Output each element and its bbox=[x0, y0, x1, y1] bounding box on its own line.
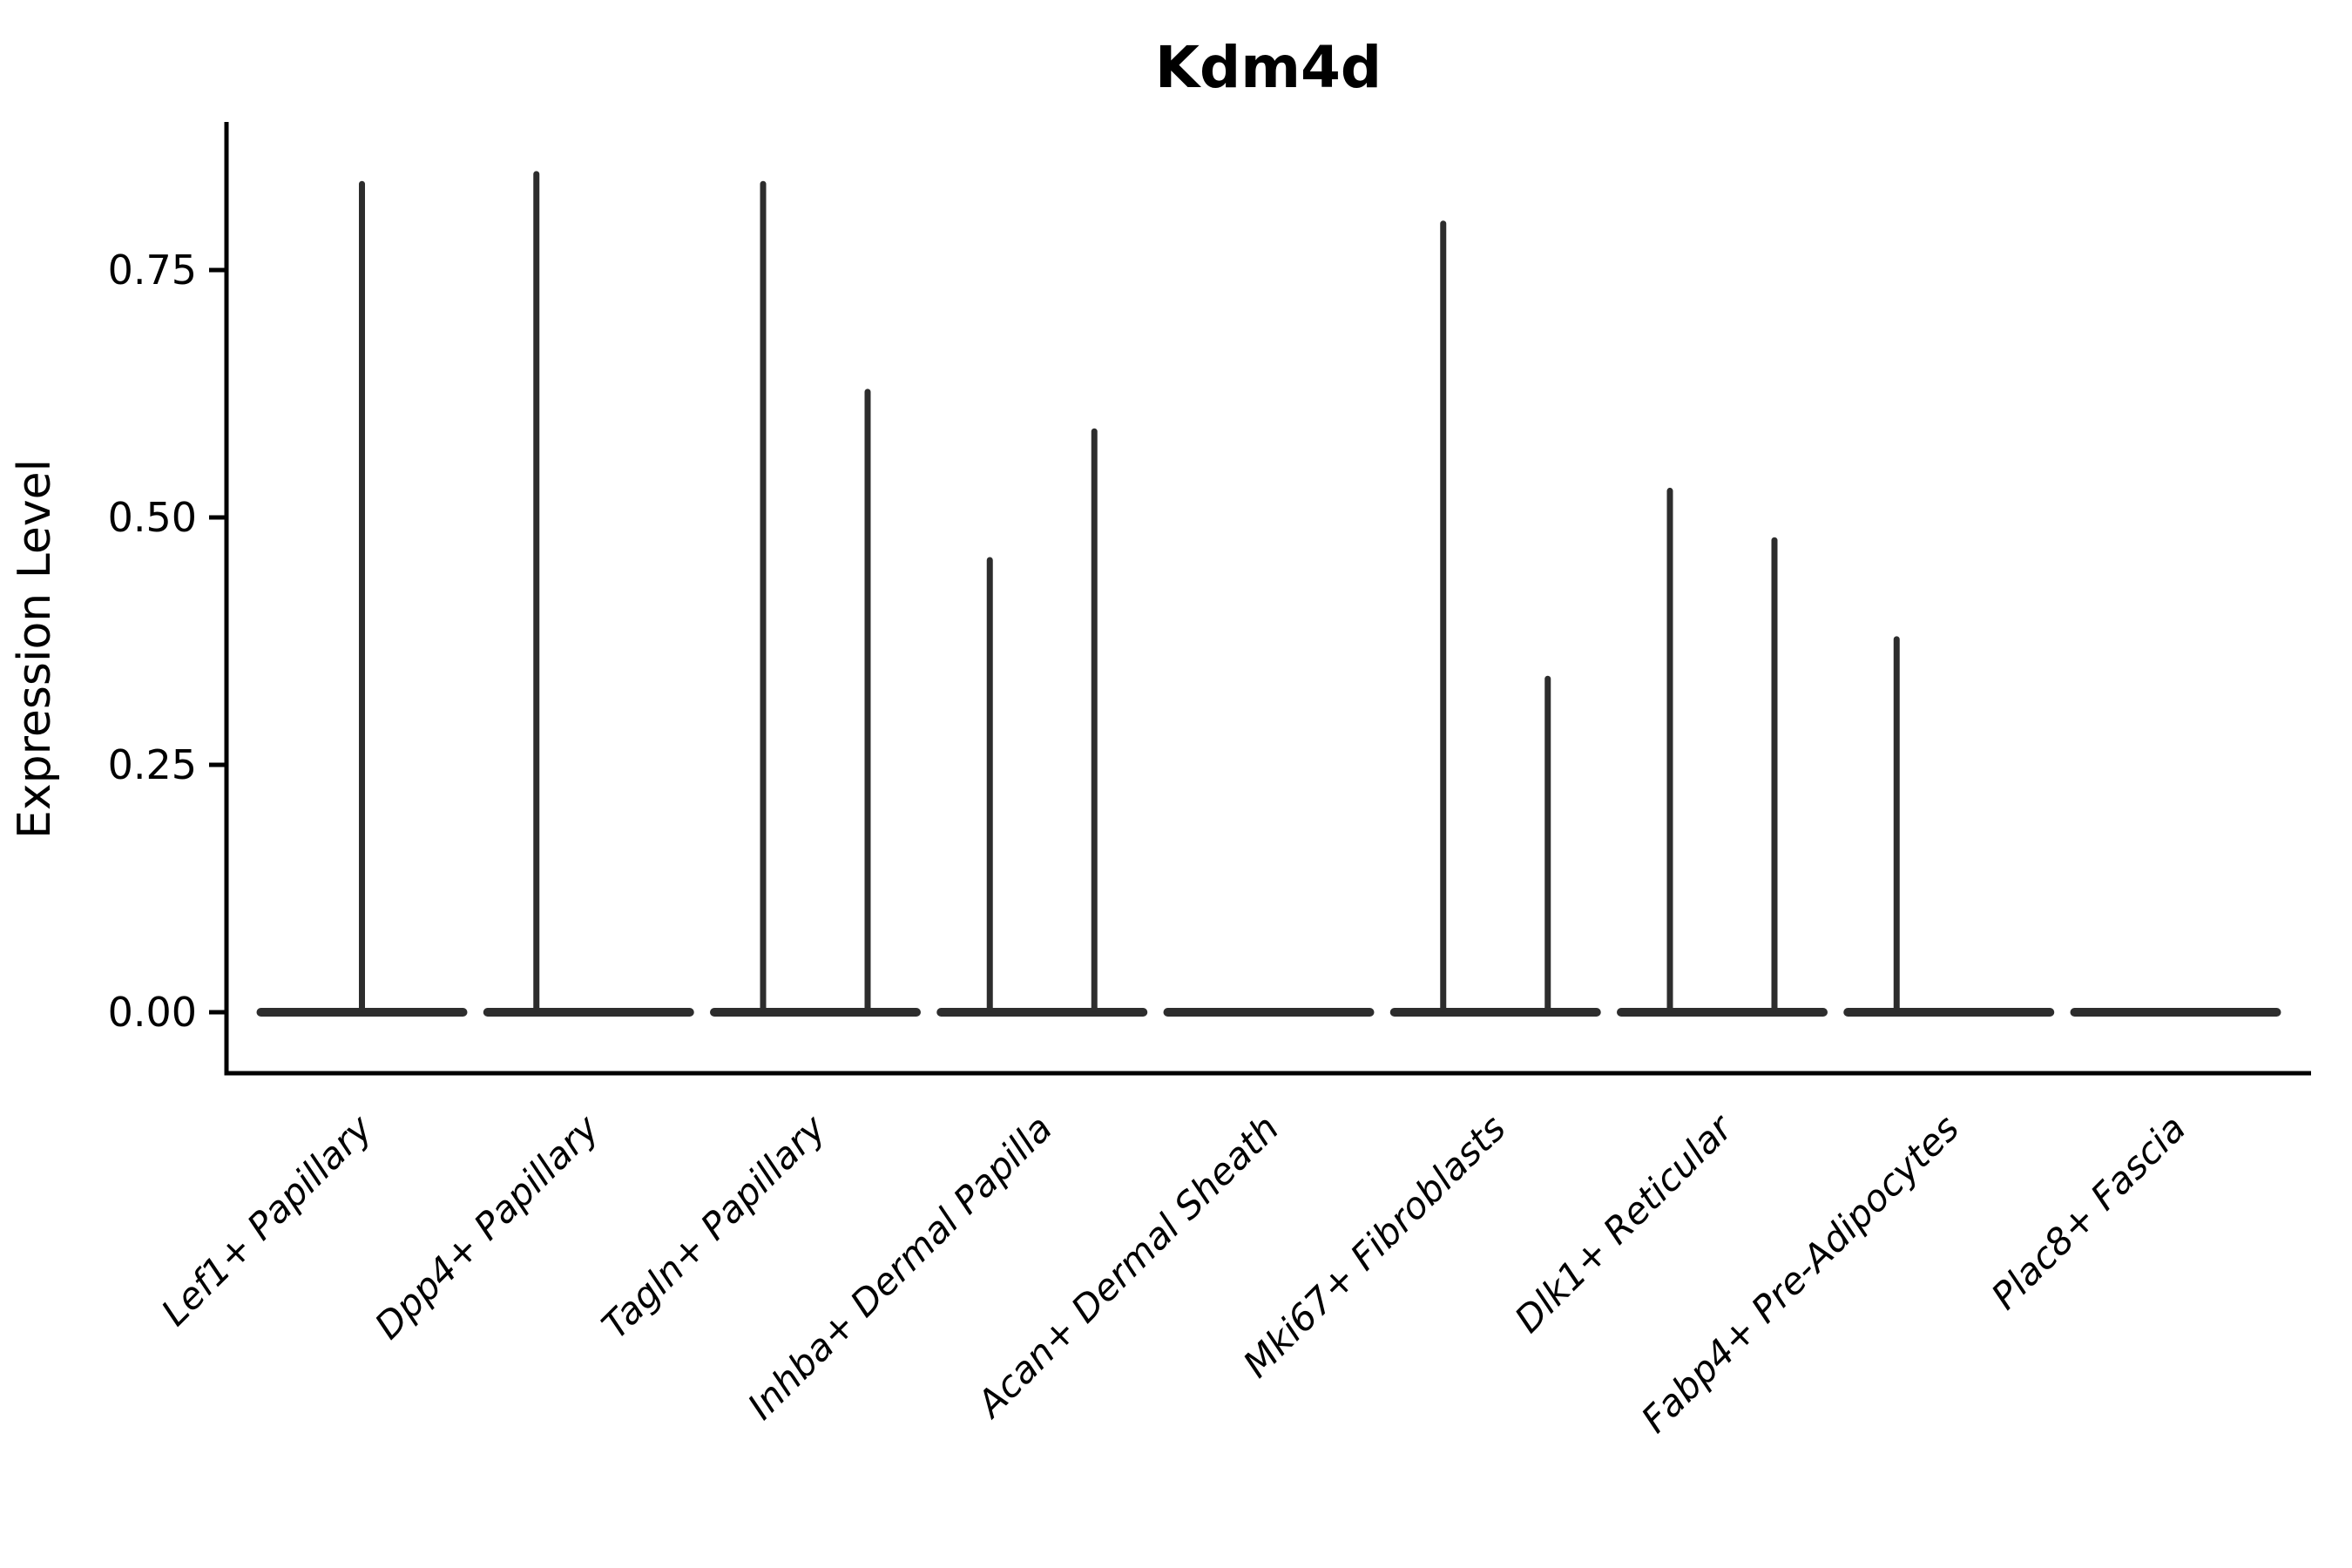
y-tick-label: 0.00 bbox=[108, 989, 197, 1036]
y-tick-label: 0.75 bbox=[108, 247, 197, 294]
violin-spike bbox=[1771, 537, 1778, 1012]
violin-spike bbox=[760, 180, 767, 1012]
x-tick-label: Mki67+ Fibroblasts bbox=[1235, 1106, 1514, 1385]
violin-bar bbox=[936, 1008, 1148, 1017]
violin-spike bbox=[1544, 675, 1551, 1012]
violin-spike bbox=[1091, 428, 1098, 1012]
violin-bar bbox=[1163, 1008, 1375, 1017]
violin-bar bbox=[483, 1008, 694, 1017]
violin-spike bbox=[1440, 220, 1447, 1012]
x-tick-label: Dpp4+ Papillary bbox=[367, 1106, 608, 1348]
violin-spike bbox=[359, 180, 365, 1012]
x-tick-label: Lef1+ Papillary bbox=[153, 1106, 382, 1335]
violin-spike bbox=[864, 389, 871, 1012]
x-tick-label: Plac8+ Fascia bbox=[1983, 1106, 2193, 1317]
violin-spike bbox=[1666, 487, 1673, 1012]
x-tick-label: Dlk1+ Reticular bbox=[1506, 1105, 1742, 1341]
violin-bar bbox=[1617, 1008, 1828, 1017]
chart-title: Kdm4d bbox=[1155, 34, 1382, 101]
violin-bar bbox=[710, 1008, 921, 1017]
violin-bar bbox=[2070, 1008, 2281, 1017]
violin-spike bbox=[1893, 636, 1900, 1012]
violin-spike bbox=[986, 557, 993, 1012]
violin-spike bbox=[533, 171, 540, 1012]
y-axis-label: Expression Level bbox=[9, 459, 61, 839]
x-tick-label: Tagln+ Papillary bbox=[593, 1106, 835, 1348]
y-tick-label: 0.25 bbox=[108, 741, 197, 788]
violin-bar bbox=[1843, 1008, 2055, 1017]
y-tick-label: 0.50 bbox=[108, 494, 197, 541]
violin-bar bbox=[1389, 1008, 1601, 1017]
